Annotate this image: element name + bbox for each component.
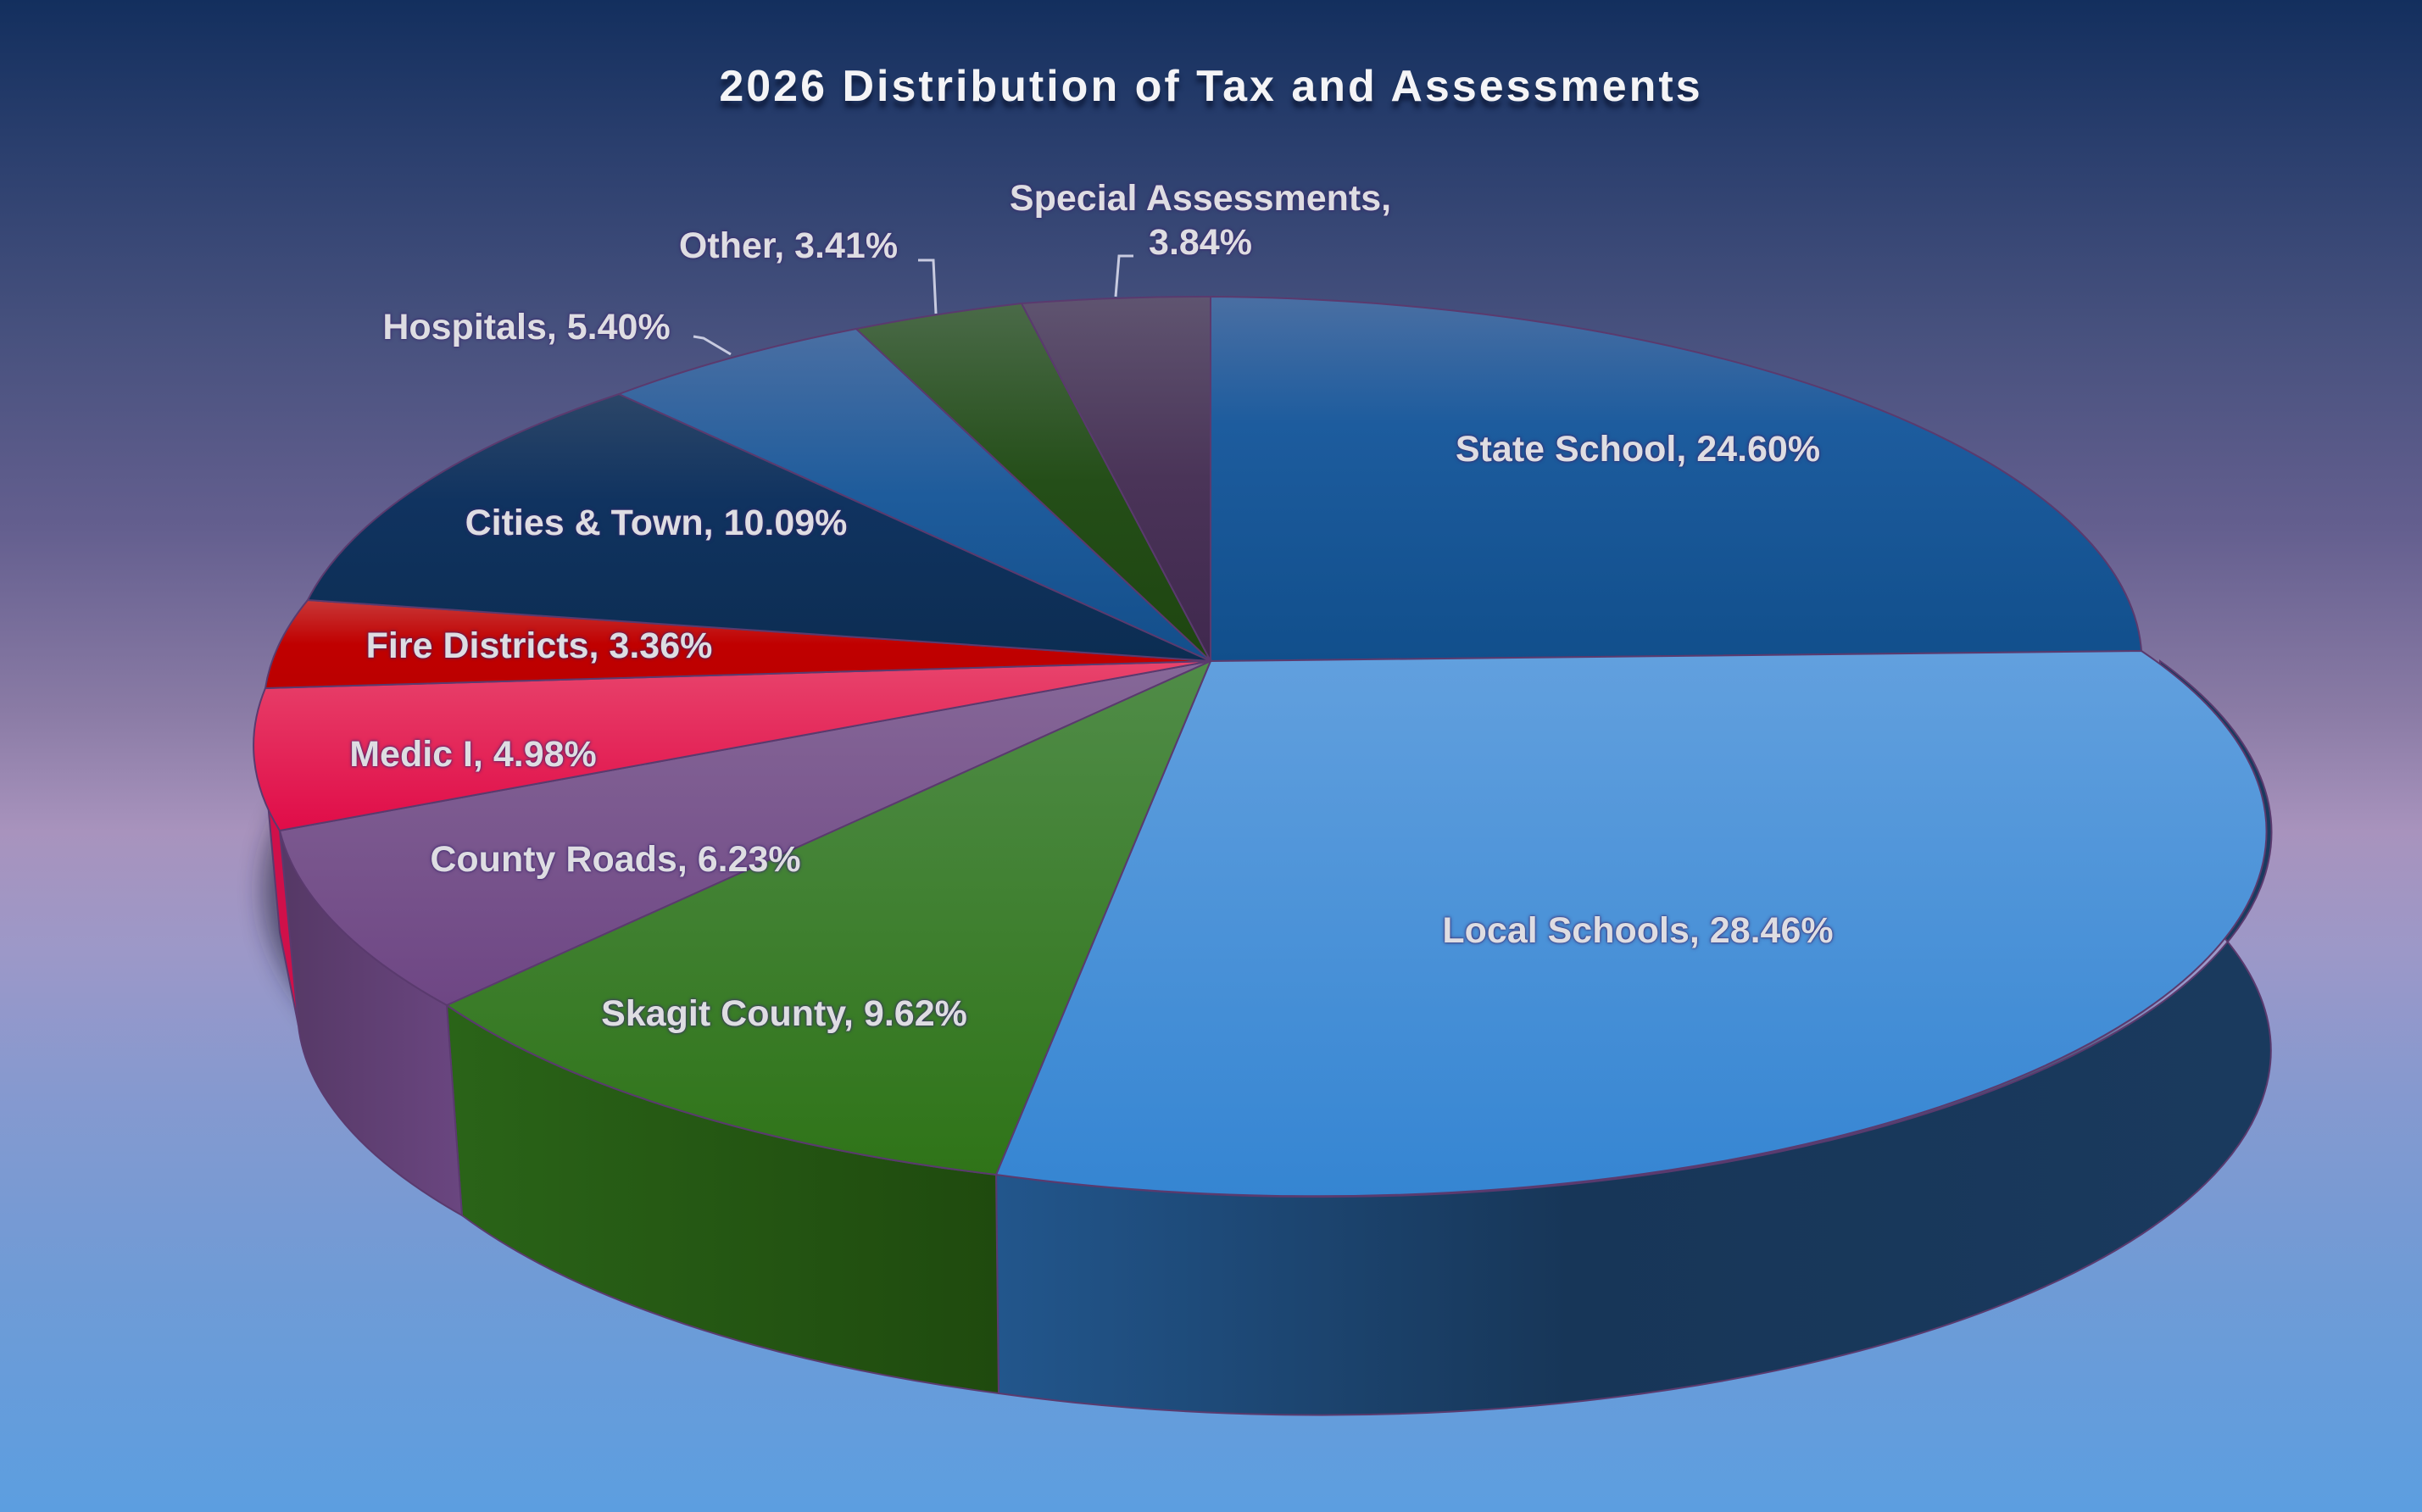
label-special-assessments: Special Assessments, 3.84% [1010,176,1391,264]
label-medic-i: Medic I, 4.98% [349,734,597,775]
slice-medic-i [253,660,1211,832]
slice-special-assessments [1020,295,1211,662]
label-special-line2: 3.84% [1149,222,1252,263]
slice-hospitals [616,327,1211,662]
label-local-schools: Local Schools, 28.46% [1442,910,1834,951]
label-special-line1: Special Assessments, [1009,178,1392,219]
slice-cities-town [306,392,1211,662]
slice-local-schools [994,649,2268,1198]
slice-fire-districts [264,598,1211,690]
pie-top-face [253,295,2268,1198]
label-hospitals: Hospitals, 5.40% [382,307,671,347]
label-other: Other, 3.41% [678,225,899,266]
label-county-roads: County Roads, 6.23% [430,839,801,880]
leader-lines [693,254,1133,356]
label-skagit-county: Skagit County, 9.62% [601,993,967,1034]
label-fire-districts: Fire Districts, 3.36% [365,625,713,666]
slice-skagit-county [444,659,1212,1176]
slice-county-roads [278,660,1211,1007]
slice-state-school [1210,295,2143,663]
label-cities-town: Cities & Town, 10.09% [465,503,848,543]
label-state-school: State School, 24.60% [1455,429,1821,470]
chart-title: 2026 Distribution of Tax and Assessments [719,62,1703,111]
